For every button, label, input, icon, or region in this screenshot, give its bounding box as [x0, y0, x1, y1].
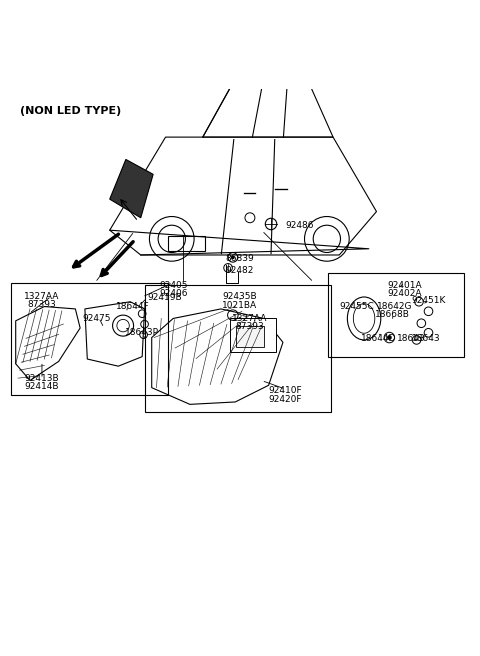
Circle shape	[231, 255, 235, 259]
Text: 18668B: 18668B	[375, 310, 410, 319]
Text: 92435B: 92435B	[223, 293, 257, 302]
Text: 92419B: 92419B	[147, 293, 181, 302]
Text: 92401A: 92401A	[387, 281, 422, 289]
Text: 18643P: 18643P	[125, 328, 159, 337]
Text: 92414B: 92414B	[24, 382, 59, 391]
Text: 18642G: 18642G	[377, 302, 413, 311]
Polygon shape	[110, 159, 153, 218]
Text: (NON LED TYPE): (NON LED TYPE)	[21, 106, 122, 116]
Text: 92455C: 92455C	[339, 302, 374, 311]
Text: 92413B: 92413B	[24, 374, 59, 382]
Text: 92402A: 92402A	[387, 289, 422, 298]
Text: 92410F: 92410F	[268, 386, 302, 396]
Circle shape	[387, 335, 392, 340]
Text: 1327AA: 1327AA	[232, 314, 267, 323]
FancyBboxPatch shape	[236, 325, 264, 347]
Text: 92475: 92475	[83, 314, 111, 323]
Text: 18643: 18643	[396, 334, 425, 343]
Text: 1327AA: 1327AA	[24, 291, 60, 300]
Text: 92420F: 92420F	[269, 395, 302, 404]
Text: 92405: 92405	[159, 281, 187, 289]
Text: 92451K: 92451K	[411, 297, 446, 305]
Text: 87393: 87393	[27, 300, 56, 308]
Text: 92482: 92482	[226, 266, 254, 276]
Text: 1021BA: 1021BA	[222, 301, 258, 310]
Text: 18644F: 18644F	[116, 302, 149, 311]
Text: 87393: 87393	[235, 322, 264, 331]
Text: 86839: 86839	[226, 255, 254, 263]
FancyBboxPatch shape	[230, 318, 276, 352]
Text: 92486: 92486	[285, 221, 314, 230]
Text: 18643: 18643	[412, 335, 441, 344]
Text: 18644D: 18644D	[360, 334, 396, 343]
Text: 92406: 92406	[159, 289, 187, 298]
